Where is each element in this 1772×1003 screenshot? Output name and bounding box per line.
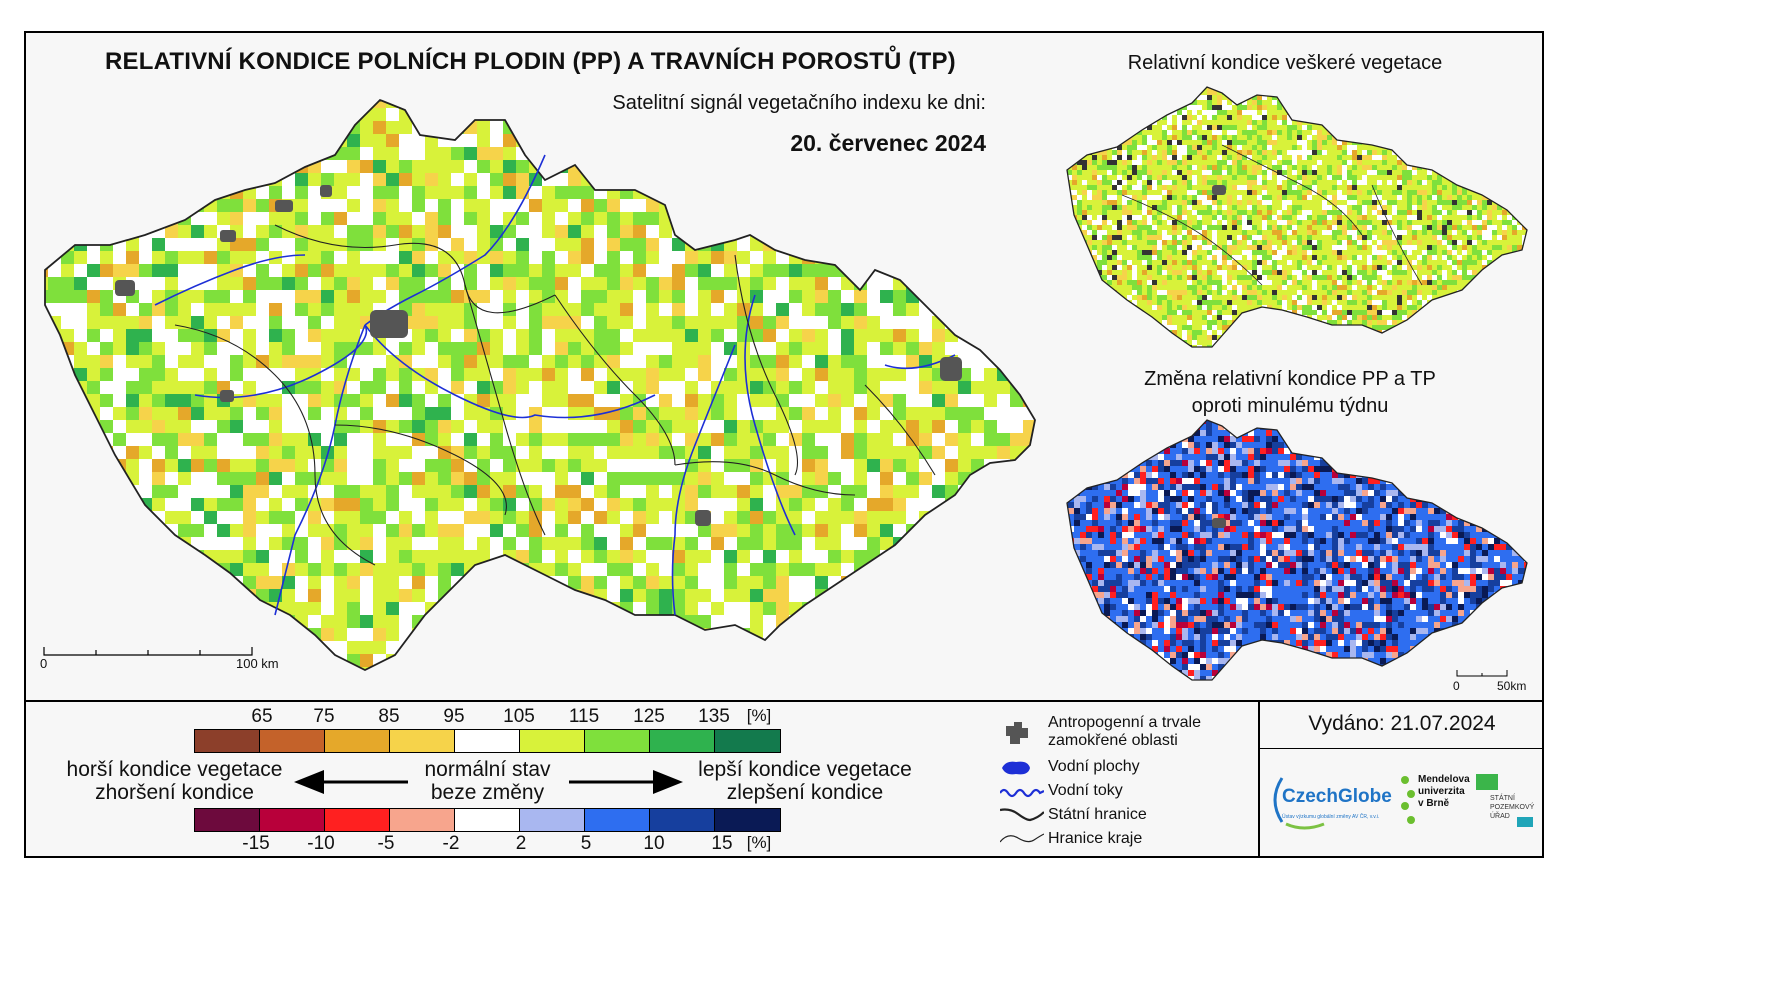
condition-swatch <box>585 730 650 752</box>
condition-swatch <box>715 730 780 752</box>
czechglobe-logo <box>1273 777 1325 830</box>
condition-tick: 85 <box>378 706 400 727</box>
map-subtitle: Satelitní signál vegetačního indexu ke d… <box>612 92 986 114</box>
map-date: 20. červenec 2024 <box>790 130 986 156</box>
inset-scale-bar-graphic <box>1456 670 1508 677</box>
legend-state-border-label: Státní hranice <box>1048 806 1147 823</box>
condition-tick: 135 <box>698 706 730 727</box>
scale-bar-graphic <box>43 647 253 656</box>
change-tick: 5 <box>580 833 592 854</box>
change-tick: -2 <box>442 833 460 854</box>
mendel-logo-line1: Mendelova <box>1418 774 1470 785</box>
condition-tick: 65 <box>251 706 273 727</box>
change-swatch <box>195 809 260 831</box>
river-icon <box>1000 788 1044 798</box>
spu-logo-line2: POZEMKOVÝ <box>1490 804 1535 811</box>
condition-tick-unit: [%] <box>746 706 772 725</box>
czechglobe-logo-subtext: Ústav výzkumu globální změny AV ČR, v.v.… <box>1282 814 1380 820</box>
change-swatch <box>520 809 585 831</box>
region-border-icon <box>1000 833 1044 843</box>
condition-swatch <box>390 730 455 752</box>
change-inset-title-line2: oproti minulému týdnu <box>1191 395 1389 417</box>
state-border-icon <box>1000 808 1044 822</box>
change-swatch <box>325 809 390 831</box>
legend-water-bodies-label: Vodní plochy <box>1048 758 1140 775</box>
change-swatch <box>715 809 780 831</box>
mendel-logo-dots <box>1401 776 1415 824</box>
spu-logo-square <box>1517 817 1533 827</box>
change-tick: -5 <box>377 833 395 854</box>
change-tick: 15 <box>711 833 733 854</box>
change-inset-map <box>1066 419 1528 681</box>
legend-urban-line1: Antropogenní a trvale <box>1048 714 1201 731</box>
logo-divider <box>1258 748 1544 749</box>
right-arrow-icon <box>569 770 683 794</box>
legend-region-border-label: Hranice kraje <box>1048 830 1143 847</box>
mendel-logo-line3: v Brně <box>1418 798 1450 809</box>
condition-color-bar <box>194 729 781 753</box>
legend-rivers-label: Vodní toky <box>1048 782 1123 799</box>
change-swatch <box>260 809 325 831</box>
change-swatch <box>585 809 650 831</box>
mendel-logo-text: Mendelova univerzita v Brně <box>1418 774 1470 810</box>
condition-swatch <box>455 730 520 752</box>
urban-area-icon <box>1006 722 1028 744</box>
change-inset-title: Změna relativní kondice PP a TP oproti m… <box>1060 366 1520 420</box>
change-tick: -15 <box>242 833 270 854</box>
change-swatch <box>390 809 455 831</box>
inset-scale-bar: 0 50km <box>1453 668 1526 693</box>
better-label: lepší kondice vegetace zlepšení kondice <box>680 758 930 804</box>
legend-divider <box>24 700 1544 702</box>
condition-swatch <box>195 730 260 752</box>
better-label-line2: zlepšení kondice <box>726 781 884 804</box>
spu-logo-mark <box>1476 774 1498 790</box>
mendel-logo-line2: univerzita <box>1418 786 1465 797</box>
change-swatch <box>650 809 715 831</box>
partner-logos: CzechGlobe Ústav výzkumu globální změny … <box>1262 760 1542 856</box>
change-tick-unit: [%] <box>746 833 772 852</box>
change-inset-title-line1: Změna relativní kondice PP a TP <box>1144 368 1436 390</box>
condition-tick: 115 <box>568 706 600 727</box>
condition-swatch <box>520 730 585 752</box>
worse-label-line2: zhoršení kondice <box>95 781 254 804</box>
scale-end-label: 100 km <box>236 656 279 671</box>
change-tick: 10 <box>643 833 665 854</box>
scale-start-label: 0 <box>40 656 48 671</box>
map-title: RELATIVNÍ KONDICE POLNÍCH PLODIN (PP) A … <box>105 48 956 75</box>
condition-swatch <box>260 730 325 752</box>
condition-tick: 95 <box>443 706 465 727</box>
condition-tick: 75 <box>313 706 335 727</box>
spu-logo-line1: STÁTNÍ <box>1490 795 1515 802</box>
czechglobe-logo-text: CzechGlobe <box>1282 786 1392 807</box>
normal-label: normální stav beze změny <box>405 758 570 804</box>
worse-label-line1: horší kondice vegetace <box>66 758 283 781</box>
normal-label-line1: normální stav <box>424 758 551 781</box>
condition-tick: 105 <box>503 706 535 727</box>
condition-swatch <box>325 730 390 752</box>
inset-scale-start-label: 0 <box>1453 679 1460 693</box>
change-tick: 2 <box>515 833 527 854</box>
normal-label-line2: beze změny <box>430 781 545 804</box>
vegetation-inset-title: Relativní kondice veškeré vegetace <box>1127 52 1443 74</box>
left-arrow-icon <box>294 770 408 794</box>
spu-logo-line3: ÚŘAD <box>1490 813 1510 820</box>
inset-scale-end-label: 50km <box>1497 679 1527 693</box>
issued-divider <box>1258 700 1260 858</box>
better-label-line1: lepší kondice vegetace <box>698 758 912 781</box>
spu-logo-text: STÁTNÍ POZEMKOVÝ ÚŘAD <box>1490 794 1534 821</box>
change-color-bar <box>194 808 781 832</box>
legend-urban-line2: zamokřené oblasti <box>1048 732 1178 749</box>
condition-swatch <box>650 730 715 752</box>
vegetation-condition-inset-map <box>1066 86 1528 348</box>
main-condition-map <box>44 99 1036 671</box>
water-body-icon <box>1002 761 1030 775</box>
change-tick: -10 <box>307 833 335 854</box>
worse-label: horší kondice vegetace zhoršení kondice <box>52 758 297 804</box>
change-swatch <box>455 809 520 831</box>
condition-tick: 125 <box>633 706 665 727</box>
issued-date: Vydáno: 21.07.2024 <box>1308 712 1496 735</box>
main-scale-bar: 0 100 km <box>40 645 300 680</box>
